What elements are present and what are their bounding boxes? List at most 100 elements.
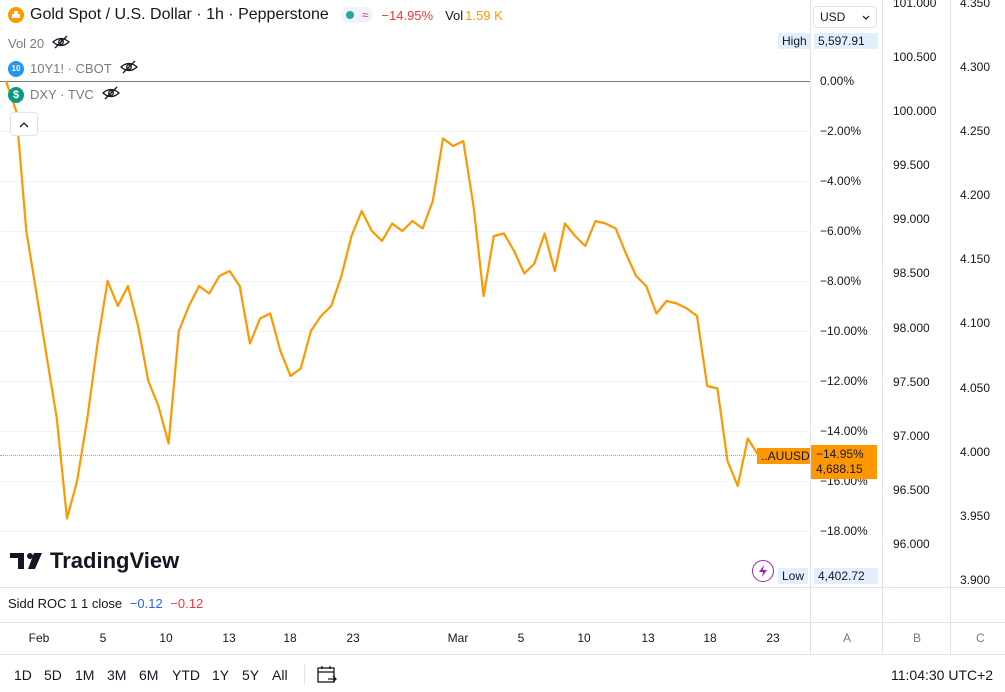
indicator-name: Sidd ROC 1 1 close — [8, 596, 123, 611]
scale-c-tick: 4.300 — [960, 60, 991, 74]
scale-c-tick: 4.150 — [960, 252, 991, 266]
range-3m-button[interactable]: 3M — [107, 667, 127, 683]
low-label: Low — [778, 568, 809, 584]
high-value: 5,597.91 — [814, 33, 878, 49]
grid-line — [0, 431, 810, 432]
series-line — [4, 80, 759, 520]
grid-line — [0, 381, 810, 382]
legend-10y[interactable]: 10 10Y1! · CBOT — [8, 60, 138, 77]
time-tick: 5 — [99, 631, 107, 645]
range-all-button[interactable]: All — [272, 667, 288, 683]
scale-b-tick: 99.500 — [893, 158, 930, 172]
chevron-up-icon — [19, 121, 29, 127]
grid-line — [0, 481, 810, 482]
dollar-badge-icon: $ — [8, 86, 24, 103]
scale-b-tick: 96.000 — [893, 537, 930, 551]
pct-tick: −4.00% — [820, 174, 862, 188]
legend-vol20[interactable]: Vol 20 — [8, 35, 71, 52]
flash-icon[interactable] — [752, 560, 774, 582]
vol-value: 1.59 K — [465, 7, 503, 23]
range-1y-button[interactable]: 1Y — [212, 667, 230, 683]
scale-b-button[interactable]: B — [913, 631, 922, 645]
scale-divider — [950, 0, 951, 654]
symbol-tag: ..AUUSD — [757, 448, 814, 464]
time-tick: 18 — [283, 631, 297, 645]
range-1d-button[interactable]: 1D — [14, 667, 32, 683]
indicator-legend[interactable]: Sidd ROC 1 1 close −0.12 −0.12 — [8, 596, 203, 611]
change-percent: −14.95% — [381, 7, 434, 23]
tv-logo-icon — [10, 553, 42, 569]
legend-dxy[interactable]: $ DXY · TVC — [8, 86, 120, 103]
grid-line — [0, 131, 810, 132]
time-tick: 10 — [577, 631, 591, 645]
time-tick: 13 — [641, 631, 655, 645]
scale-b-tick: 97.500 — [893, 375, 930, 389]
pct-tick: −14.00% — [820, 424, 868, 438]
grid-line — [0, 531, 810, 532]
legend-collapse-button[interactable] — [10, 112, 38, 136]
grid-line — [0, 181, 810, 182]
time-tick: 23 — [766, 631, 780, 645]
pane-separator[interactable] — [0, 587, 1005, 588]
pct-tick: −12.00% — [820, 374, 868, 388]
scale-divider — [810, 0, 811, 654]
scale-c-button[interactable]: C — [976, 631, 985, 645]
tv-logo-text: TradingView — [50, 548, 180, 573]
zero-line — [0, 81, 810, 82]
calendar-range-icon[interactable] — [316, 664, 338, 691]
tradingview-logo[interactable]: TradingView — [10, 548, 179, 574]
gold-icon — [8, 7, 24, 23]
market-open-icon — [345, 11, 354, 19]
price-chart — [4, 80, 759, 520]
range-5d-button[interactable]: 5D — [44, 667, 62, 683]
scale-c-tick: 4.050 — [960, 381, 991, 395]
scale-b-tick: 100.000 — [893, 104, 937, 118]
clock[interactable]: 11:04:30 UTC+2 — [891, 667, 994, 683]
scale-b-tick: 96.500 — [893, 483, 930, 497]
current-price-line — [0, 455, 810, 456]
range-ytd-button[interactable]: YTD — [172, 667, 200, 683]
delayed-icon: ≈ — [361, 8, 369, 22]
chevron-down-icon — [862, 15, 870, 20]
scale-a-button[interactable]: A — [843, 631, 852, 645]
scale-b-tick: 98.500 — [893, 266, 930, 280]
time-tick: 18 — [703, 631, 717, 645]
scale-c-tick: 4.250 — [960, 124, 991, 138]
range-6m-button[interactable]: 6M — [139, 667, 159, 683]
eye-off-icon[interactable] — [119, 60, 138, 77]
eye-off-icon[interactable] — [52, 35, 71, 52]
grid-line — [0, 231, 810, 232]
low-value: 4,402.72 — [814, 568, 878, 584]
scale-b-tick: 101.000 — [893, 0, 937, 10]
pct-tick: −8.00% — [820, 274, 862, 288]
currency-dropdown[interactable]: USD — [813, 6, 877, 28]
scale-b-tick: 100.500 — [893, 50, 937, 64]
scale-c-tick: 3.950 — [960, 509, 991, 523]
current-price-tag: −14.95% 4,688.15 — [811, 445, 877, 479]
eye-off-icon[interactable] — [101, 86, 120, 103]
indicator-value-2: −0.12 — [170, 596, 204, 611]
scale-b-tick: 97.000 — [893, 429, 930, 443]
market-status-pill[interactable]: ≈ — [340, 7, 374, 23]
scale-divider — [882, 0, 883, 654]
symbol-title[interactable]: Gold Spot / U.S. Dollar · 1h · Peppersto… — [30, 6, 329, 23]
vol-label: Vol — [445, 7, 464, 23]
range-1m-button[interactable]: 1M — [75, 667, 95, 683]
range-5y-button[interactable]: 5Y — [242, 667, 260, 683]
pct-tick: −18.00% — [820, 524, 868, 538]
scale-c-tick: 4.100 — [960, 316, 991, 330]
legend-main[interactable]: Gold Spot / U.S. Dollar · 1h · Peppersto… — [8, 6, 503, 24]
scale-c-tick: 4.200 — [960, 188, 991, 202]
high-label: High — [778, 33, 811, 49]
toolbar-separator — [304, 664, 305, 684]
indicator-value-1: −0.12 — [129, 596, 163, 611]
time-tick: 13 — [222, 631, 236, 645]
pct-tick: 0.00% — [820, 74, 855, 88]
chart-pane[interactable]: Gold Spot / U.S. Dollar · 1h · Peppersto… — [0, 0, 814, 587]
current-price: 4,688.15 — [816, 462, 863, 476]
dxy-label: DXY · TVC — [30, 87, 94, 102]
pct-tick: −10.00% — [820, 324, 868, 338]
grid-line — [0, 331, 810, 332]
time-tick: 23 — [346, 631, 360, 645]
scale-c-tick: 3.900 — [960, 573, 991, 587]
